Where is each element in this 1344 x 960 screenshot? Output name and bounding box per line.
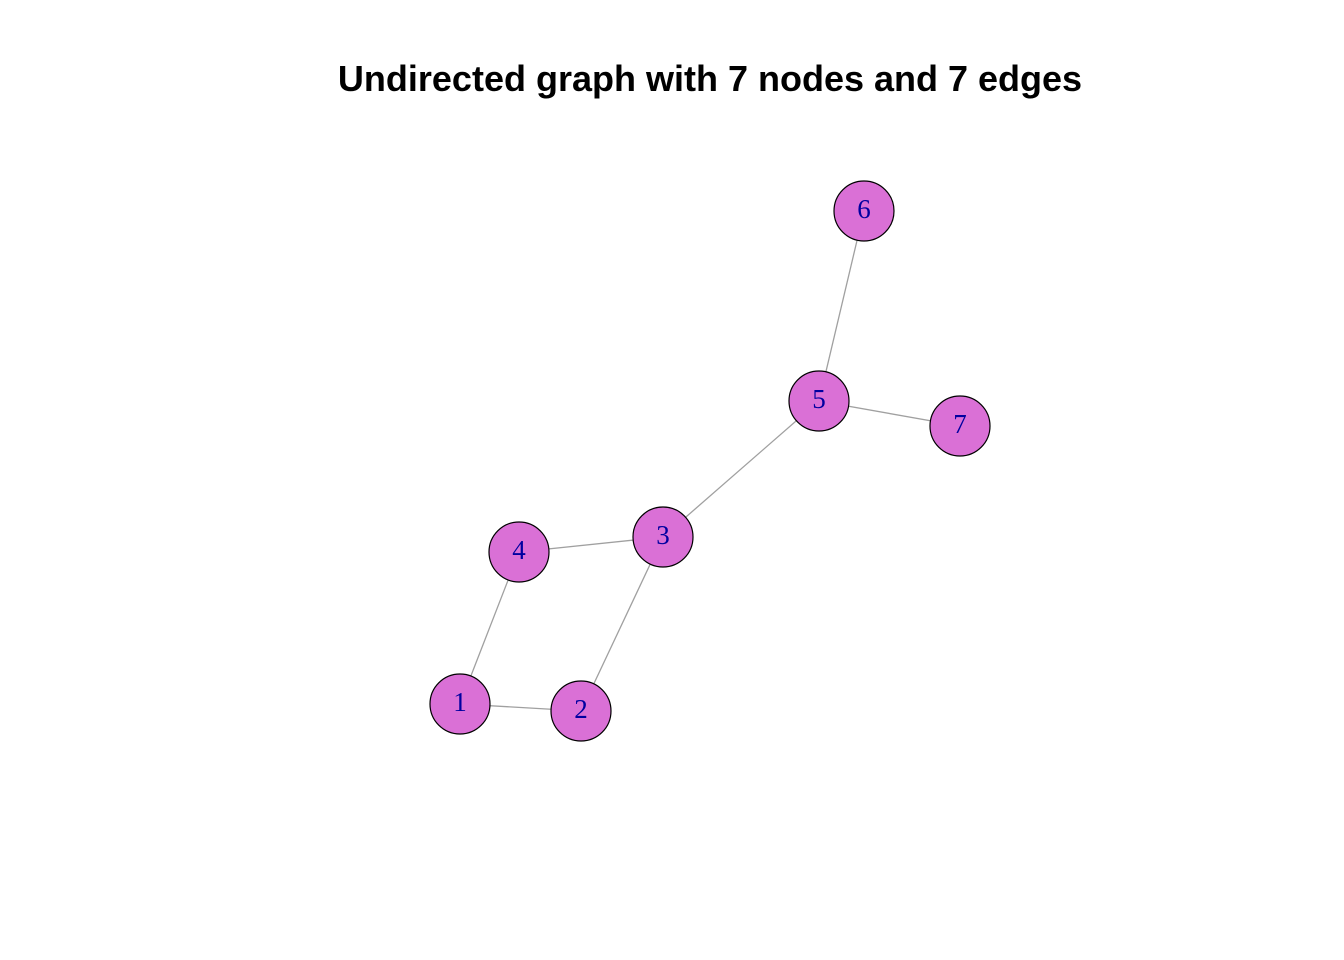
node-circle — [429, 673, 491, 735]
node-7: 7 — [929, 395, 991, 457]
node-3: 3 — [632, 506, 694, 568]
node-label: 5 — [812, 384, 826, 414]
node-circle — [833, 180, 895, 242]
node-label: 4 — [512, 535, 526, 565]
node-circle — [488, 521, 550, 583]
node-4: 4 — [488, 521, 550, 583]
node-label: 7 — [953, 409, 967, 439]
node-5: 5 — [788, 370, 850, 432]
node-1: 1 — [429, 673, 491, 735]
node-circle — [788, 370, 850, 432]
node-label: 2 — [574, 694, 588, 724]
node-circle — [550, 680, 612, 742]
node-label: 3 — [656, 520, 670, 550]
node-circle — [632, 506, 694, 568]
edge-3-5 — [662, 400, 820, 538]
edges-layer — [459, 210, 961, 712]
edge-5-6 — [818, 210, 865, 402]
node-circle — [929, 395, 991, 457]
node-label: 6 — [857, 194, 871, 224]
nodes-layer: 1 2 3 4 5 6 7 — [429, 180, 991, 742]
node-label: 1 — [453, 687, 467, 717]
edge-2-3 — [580, 536, 664, 712]
node-6: 6 — [833, 180, 895, 242]
title-area: Undirected graph with 7 nodes and 7 edge… — [0, 0, 1344, 120]
graph-title: Undirected graph with 7 nodes and 7 edge… — [337, 58, 1083, 99]
node-2: 2 — [550, 680, 612, 742]
